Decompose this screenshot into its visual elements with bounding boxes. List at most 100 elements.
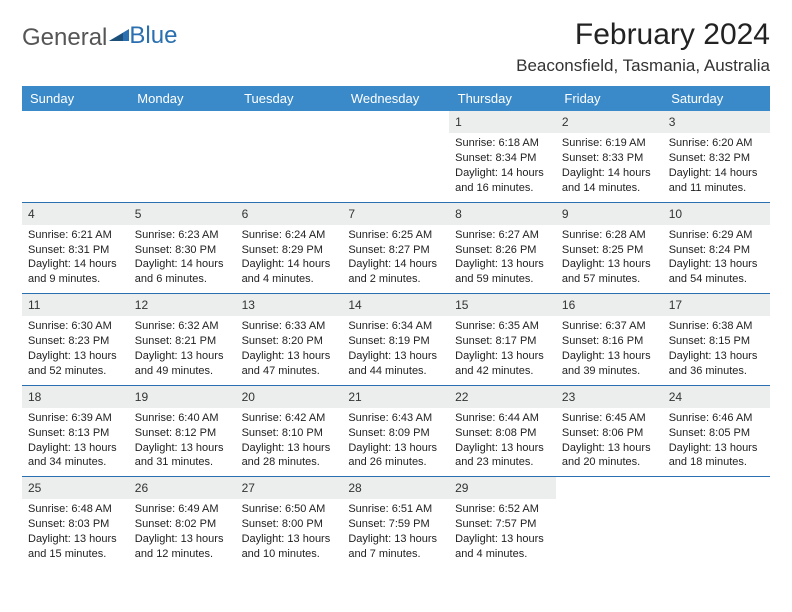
calendar-cell: 15Sunrise: 6:35 AMSunset: 8:17 PMDayligh… (449, 293, 556, 385)
day-content: Sunrise: 6:49 AMSunset: 8:02 PMDaylight:… (129, 499, 236, 567)
day-content: Sunrise: 6:29 AMSunset: 8:24 PMDaylight:… (663, 225, 770, 293)
day-number: 15 (449, 293, 556, 316)
day-content: Sunrise: 6:43 AMSunset: 8:09 PMDaylight:… (342, 408, 449, 476)
weekday-header: Sunday (22, 86, 129, 111)
day-number: 27 (236, 476, 343, 499)
weekday-header: Tuesday (236, 86, 343, 111)
day-content: Sunrise: 6:28 AMSunset: 8:25 PMDaylight:… (556, 225, 663, 293)
day-number: 28 (342, 476, 449, 499)
day-number: 12 (129, 293, 236, 316)
day-content: Sunrise: 6:18 AMSunset: 8:34 PMDaylight:… (449, 133, 556, 201)
day-number: 18 (22, 385, 129, 408)
calendar-week-row: 1Sunrise: 6:18 AMSunset: 8:34 PMDaylight… (22, 111, 770, 202)
calendar-cell: 11Sunrise: 6:30 AMSunset: 8:23 PMDayligh… (22, 293, 129, 385)
calendar-cell: 8Sunrise: 6:27 AMSunset: 8:26 PMDaylight… (449, 202, 556, 294)
day-number (129, 111, 236, 133)
day-number (22, 111, 129, 133)
day-content: Sunrise: 6:35 AMSunset: 8:17 PMDaylight:… (449, 316, 556, 384)
calendar-week-row: 18Sunrise: 6:39 AMSunset: 8:13 PMDayligh… (22, 385, 770, 477)
calendar-cell: 22Sunrise: 6:44 AMSunset: 8:08 PMDayligh… (449, 385, 556, 477)
calendar-cell (663, 476, 770, 568)
day-content: Sunrise: 6:50 AMSunset: 8:00 PMDaylight:… (236, 499, 343, 567)
calendar-cell: 4Sunrise: 6:21 AMSunset: 8:31 PMDaylight… (22, 202, 129, 294)
day-number: 11 (22, 293, 129, 316)
day-number: 29 (449, 476, 556, 499)
calendar-cell: 1Sunrise: 6:18 AMSunset: 8:34 PMDaylight… (449, 111, 556, 202)
day-number: 20 (236, 385, 343, 408)
calendar-cell (342, 111, 449, 202)
day-content: Sunrise: 6:38 AMSunset: 8:15 PMDaylight:… (663, 316, 770, 384)
weekday-header: Friday (556, 86, 663, 111)
location: Beaconsfield, Tasmania, Australia (516, 56, 770, 76)
day-content: Sunrise: 6:51 AMSunset: 7:59 PMDaylight:… (342, 499, 449, 567)
calendar-cell: 24Sunrise: 6:46 AMSunset: 8:05 PMDayligh… (663, 385, 770, 477)
day-number: 9 (556, 202, 663, 225)
day-content: Sunrise: 6:42 AMSunset: 8:10 PMDaylight:… (236, 408, 343, 476)
calendar-cell: 17Sunrise: 6:38 AMSunset: 8:15 PMDayligh… (663, 293, 770, 385)
calendar-cell: 5Sunrise: 6:23 AMSunset: 8:30 PMDaylight… (129, 202, 236, 294)
day-content: Sunrise: 6:23 AMSunset: 8:30 PMDaylight:… (129, 225, 236, 293)
calendar-cell: 21Sunrise: 6:43 AMSunset: 8:09 PMDayligh… (342, 385, 449, 477)
calendar-cell: 25Sunrise: 6:48 AMSunset: 8:03 PMDayligh… (22, 476, 129, 568)
day-number: 16 (556, 293, 663, 316)
calendar-cell: 26Sunrise: 6:49 AMSunset: 8:02 PMDayligh… (129, 476, 236, 568)
day-content: Sunrise: 6:37 AMSunset: 8:16 PMDaylight:… (556, 316, 663, 384)
day-number: 17 (663, 293, 770, 316)
day-number: 22 (449, 385, 556, 408)
day-content: Sunrise: 6:32 AMSunset: 8:21 PMDaylight:… (129, 316, 236, 384)
calendar-week-row: 25Sunrise: 6:48 AMSunset: 8:03 PMDayligh… (22, 476, 770, 568)
calendar-body: 1Sunrise: 6:18 AMSunset: 8:34 PMDaylight… (22, 111, 770, 568)
calendar-cell: 23Sunrise: 6:45 AMSunset: 8:06 PMDayligh… (556, 385, 663, 477)
day-content: Sunrise: 6:48 AMSunset: 8:03 PMDaylight:… (22, 499, 129, 567)
calendar-cell: 10Sunrise: 6:29 AMSunset: 8:24 PMDayligh… (663, 202, 770, 294)
day-number (236, 111, 343, 133)
day-number: 14 (342, 293, 449, 316)
day-content: Sunrise: 6:44 AMSunset: 8:08 PMDaylight:… (449, 408, 556, 476)
weekday-header: Thursday (449, 86, 556, 111)
day-number: 23 (556, 385, 663, 408)
weekday-header-row: SundayMondayTuesdayWednesdayThursdayFrid… (22, 86, 770, 111)
day-number: 13 (236, 293, 343, 316)
day-number: 21 (342, 385, 449, 408)
weekday-header: Wednesday (342, 86, 449, 111)
day-content: Sunrise: 6:45 AMSunset: 8:06 PMDaylight:… (556, 408, 663, 476)
calendar-cell: 13Sunrise: 6:33 AMSunset: 8:20 PMDayligh… (236, 293, 343, 385)
page-title: February 2024 (516, 18, 770, 52)
calendar-cell: 9Sunrise: 6:28 AMSunset: 8:25 PMDaylight… (556, 202, 663, 294)
day-number: 1 (449, 111, 556, 133)
day-number: 5 (129, 202, 236, 225)
calendar-cell: 3Sunrise: 6:20 AMSunset: 8:32 PMDaylight… (663, 111, 770, 202)
day-content: Sunrise: 6:39 AMSunset: 8:13 PMDaylight:… (22, 408, 129, 476)
calendar-cell: 14Sunrise: 6:34 AMSunset: 8:19 PMDayligh… (342, 293, 449, 385)
day-number (556, 476, 663, 499)
day-content: Sunrise: 6:30 AMSunset: 8:23 PMDaylight:… (22, 316, 129, 384)
header: General Blue February 2024 Beaconsfield,… (22, 18, 770, 76)
calendar-table: SundayMondayTuesdayWednesdayThursdayFrid… (22, 86, 770, 568)
calendar-cell (129, 111, 236, 202)
day-number: 25 (22, 476, 129, 499)
day-number: 26 (129, 476, 236, 499)
logo: General Blue (22, 18, 177, 52)
calendar-cell: 12Sunrise: 6:32 AMSunset: 8:21 PMDayligh… (129, 293, 236, 385)
day-content: Sunrise: 6:34 AMSunset: 8:19 PMDaylight:… (342, 316, 449, 384)
day-content: Sunrise: 6:21 AMSunset: 8:31 PMDaylight:… (22, 225, 129, 293)
calendar-cell: 29Sunrise: 6:52 AMSunset: 7:57 PMDayligh… (449, 476, 556, 568)
day-number: 3 (663, 111, 770, 133)
day-number: 19 (129, 385, 236, 408)
day-number: 2 (556, 111, 663, 133)
day-number: 7 (342, 202, 449, 225)
day-content: Sunrise: 6:27 AMSunset: 8:26 PMDaylight:… (449, 225, 556, 293)
calendar-cell (236, 111, 343, 202)
day-number (342, 111, 449, 133)
day-content: Sunrise: 6:40 AMSunset: 8:12 PMDaylight:… (129, 408, 236, 476)
day-content: Sunrise: 6:52 AMSunset: 7:57 PMDaylight:… (449, 499, 556, 567)
day-content: Sunrise: 6:25 AMSunset: 8:27 PMDaylight:… (342, 225, 449, 293)
calendar-cell: 18Sunrise: 6:39 AMSunset: 8:13 PMDayligh… (22, 385, 129, 477)
day-content: Sunrise: 6:19 AMSunset: 8:33 PMDaylight:… (556, 133, 663, 201)
calendar-cell: 19Sunrise: 6:40 AMSunset: 8:12 PMDayligh… (129, 385, 236, 477)
logo-text-blue: Blue (129, 22, 177, 50)
day-content: Sunrise: 6:33 AMSunset: 8:20 PMDaylight:… (236, 316, 343, 384)
weekday-header: Monday (129, 86, 236, 111)
calendar-cell: 28Sunrise: 6:51 AMSunset: 7:59 PMDayligh… (342, 476, 449, 568)
calendar-cell: 7Sunrise: 6:25 AMSunset: 8:27 PMDaylight… (342, 202, 449, 294)
